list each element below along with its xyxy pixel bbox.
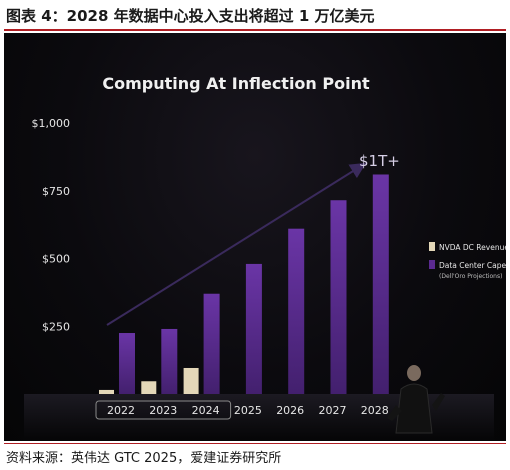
source-divider — [4, 443, 506, 444]
y-tick-label: $250 — [42, 320, 70, 333]
x-tick-label: 2024 — [192, 404, 220, 417]
y-tick-label: $750 — [42, 185, 70, 198]
trend-arrow — [106, 162, 367, 326]
bar-capex-2024 — [203, 293, 220, 394]
legend-swatch-capex — [429, 260, 435, 269]
x-tick-label: 2026 — [276, 404, 304, 417]
x-tick-label: 2025 — [234, 404, 262, 417]
title-divider — [4, 29, 506, 31]
legend-label-revenue: NVDA DC Revenue — [439, 243, 506, 252]
y-tick-label: $1,000 — [32, 117, 71, 130]
bar-capex-2025 — [245, 263, 262, 394]
highlight-box — [95, 400, 232, 420]
bar-capex-2028 — [372, 174, 389, 394]
chart-svg: Computing At Inflection Point $250 $500 $7… — [24, 74, 506, 441]
legend-swatch-revenue — [429, 242, 435, 251]
x-tick-label: 2022 — [107, 404, 135, 417]
chart-area: Computing At Inflection Point $250 $500 $7… — [4, 33, 506, 441]
bar-capex-2022 — [119, 333, 135, 394]
bar-capex-2026 — [288, 228, 305, 394]
bar-revenue-2023 — [141, 381, 157, 394]
figure-title: 图表 4：2028 年数据中心投入支出将超过 1 万亿美元 — [6, 7, 375, 25]
x-tick-label: 2027 — [319, 404, 347, 417]
y-tick-label: $500 — [42, 253, 70, 266]
presenter-figure — [387, 365, 445, 434]
annotation-1t: $1T+ — [359, 152, 400, 170]
chart-title: Computing At Inflection Point — [102, 74, 370, 93]
bar-revenue-2024 — [183, 367, 199, 394]
legend-label-capex: Data Center Capex — [439, 261, 506, 270]
x-tick-label: 2023 — [149, 404, 177, 417]
bar-revenue-2022 — [99, 389, 114, 394]
x-tick-label: 2028 — [361, 404, 389, 417]
bar-capex-2027 — [330, 200, 347, 394]
bar-capex-2023 — [161, 328, 178, 394]
source-note: 资料来源：英伟达 GTC 2025，爱建证券研究所 — [6, 451, 282, 466]
legend-sublabel-capex: (Dell'Oro Projections) — [439, 273, 502, 280]
